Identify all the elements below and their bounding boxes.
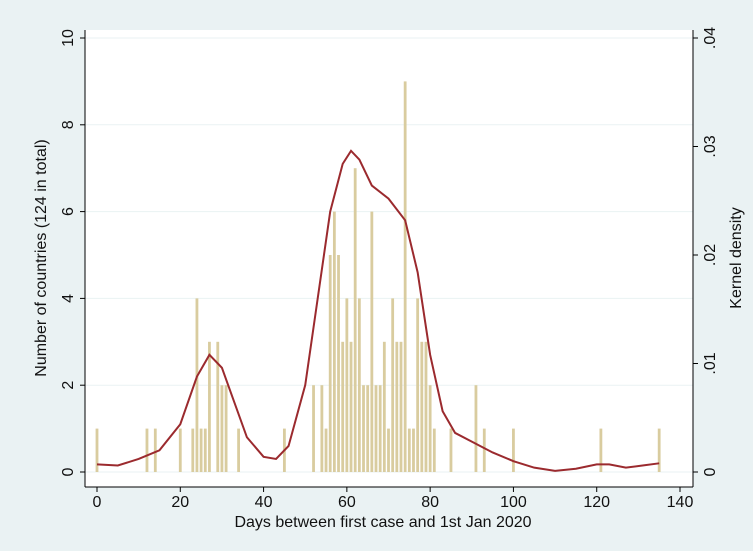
bar [416, 298, 420, 472]
bar [216, 341, 220, 472]
bar [432, 428, 436, 472]
bar [407, 428, 411, 472]
y-tick-label: 4 [60, 294, 77, 303]
bar [220, 385, 224, 472]
bar [482, 428, 486, 472]
y-tick-label: 8 [60, 120, 77, 129]
x-tick-label: 60 [338, 494, 356, 511]
x-axis-title: Days between first case and 1st Jan 2020 [234, 514, 531, 531]
y-tick-label: 6 [60, 207, 77, 216]
bar [195, 298, 199, 472]
bar [387, 428, 390, 472]
bar [199, 428, 203, 472]
y2-tick-label: .04 [702, 27, 719, 49]
y-axis-title: Number of countries (124 in total) [33, 139, 50, 376]
bar [474, 385, 478, 472]
bar [237, 428, 240, 472]
bar [424, 341, 428, 472]
bar [324, 428, 328, 472]
bar [153, 428, 157, 472]
bar [395, 341, 399, 472]
bar [512, 428, 515, 472]
bar [362, 385, 365, 472]
bar [95, 428, 99, 472]
bar [191, 428, 195, 472]
x-tick-label: 140 [667, 494, 694, 511]
bar [208, 341, 211, 472]
y-tick-label: 0 [60, 467, 77, 476]
y2-tick-label: .01 [702, 352, 719, 374]
density-line [96, 149, 660, 472]
bar [412, 428, 415, 472]
bar [320, 385, 324, 472]
bar [332, 211, 336, 472]
bar [349, 341, 353, 472]
bar [203, 428, 207, 472]
x-tick-label: 120 [583, 494, 610, 511]
x-tick-label: 100 [500, 494, 527, 511]
bar [378, 385, 382, 472]
bar [382, 341, 386, 472]
x-tick-label: 0 [93, 494, 102, 511]
x-tick-label: 40 [255, 494, 273, 511]
y2-tick-label: .03 [702, 135, 719, 157]
bar [374, 385, 378, 472]
bar [657, 428, 661, 472]
bar [449, 428, 453, 472]
bar [428, 385, 432, 472]
y-tick-label: 10 [60, 29, 77, 47]
bar [403, 81, 407, 473]
bar [341, 341, 345, 472]
bar [391, 298, 395, 472]
plot-area [85, 30, 693, 487]
bar [420, 341, 424, 472]
bar [224, 385, 228, 472]
bar [178, 428, 182, 472]
y2-tick-label: .02 [702, 244, 719, 266]
bar [366, 385, 370, 472]
bar [337, 255, 340, 472]
bar [370, 211, 374, 472]
bar [599, 428, 603, 472]
y2-axis-title: Kernel density [728, 207, 745, 308]
x-tick-label: 80 [421, 494, 439, 511]
y-tick-label: 2 [60, 381, 77, 390]
bar [328, 255, 332, 472]
bar [312, 385, 315, 472]
bar [357, 298, 361, 472]
x-tick-label: 20 [171, 494, 189, 511]
bar [353, 168, 357, 472]
y2-tick-label: 0 [702, 467, 719, 476]
bar [145, 428, 149, 472]
bar [345, 298, 349, 472]
bar [399, 341, 403, 472]
